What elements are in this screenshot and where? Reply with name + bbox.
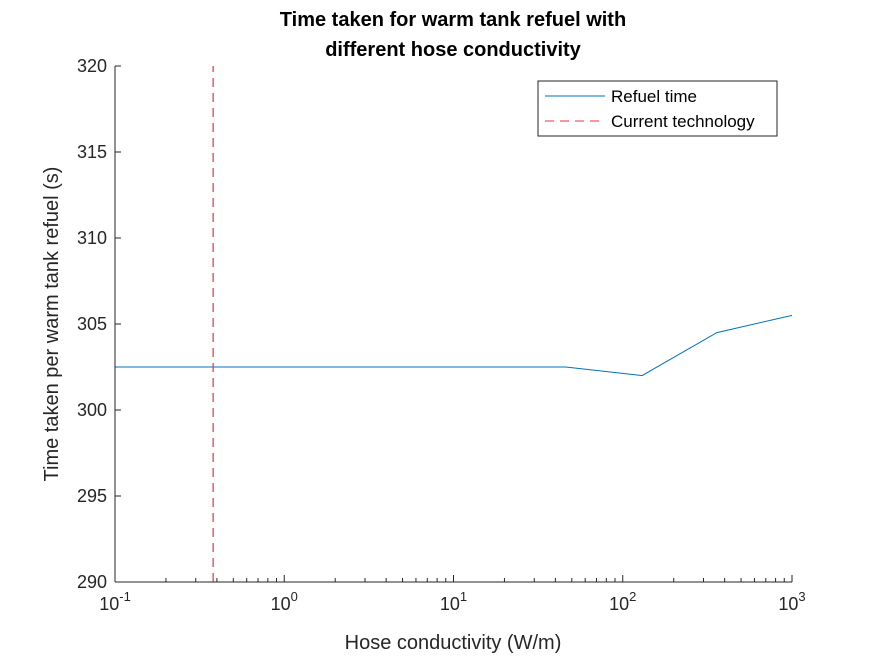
- x-axis-label: Hose conductivity (W/m): [345, 632, 562, 654]
- y-tick-label: 315: [77, 142, 107, 162]
- series-line-refuel-time: [115, 314, 793, 377]
- legend: Refuel time Current technology: [537, 80, 778, 137]
- legend-box: [537, 80, 778, 137]
- chart-title-line1: Time taken for warm tank refuel with: [280, 9, 626, 31]
- y-tick-label: 305: [77, 314, 107, 334]
- y-axis-label: Time taken per warm tank refuel (s): [41, 167, 63, 482]
- legend-label-refuel-time: Refuel time: [611, 87, 697, 106]
- y-tick-label: 290: [77, 572, 107, 592]
- y-tick-label: 300: [77, 400, 107, 420]
- legend-label-current-technology: Current technology: [611, 112, 755, 131]
- y-tick-label: 295: [77, 486, 107, 506]
- series-layer: [115, 66, 793, 582]
- x-tick-layer: 10-1 100 101 102 103: [99, 575, 806, 614]
- x-tick-label: 100: [271, 589, 298, 614]
- x-tick-label: 103: [778, 589, 805, 614]
- x-tick-label: 101: [440, 589, 467, 614]
- x-tick-label: 102: [609, 589, 636, 614]
- x-tick-label: 10-1: [99, 589, 131, 614]
- y-tick-label: 320: [77, 56, 107, 76]
- y-tick-layer: 290 295 300 305 310 315 320: [77, 56, 121, 592]
- chart-title-line2: different hose conductivity: [325, 39, 581, 61]
- y-tick-label: 310: [77, 228, 107, 248]
